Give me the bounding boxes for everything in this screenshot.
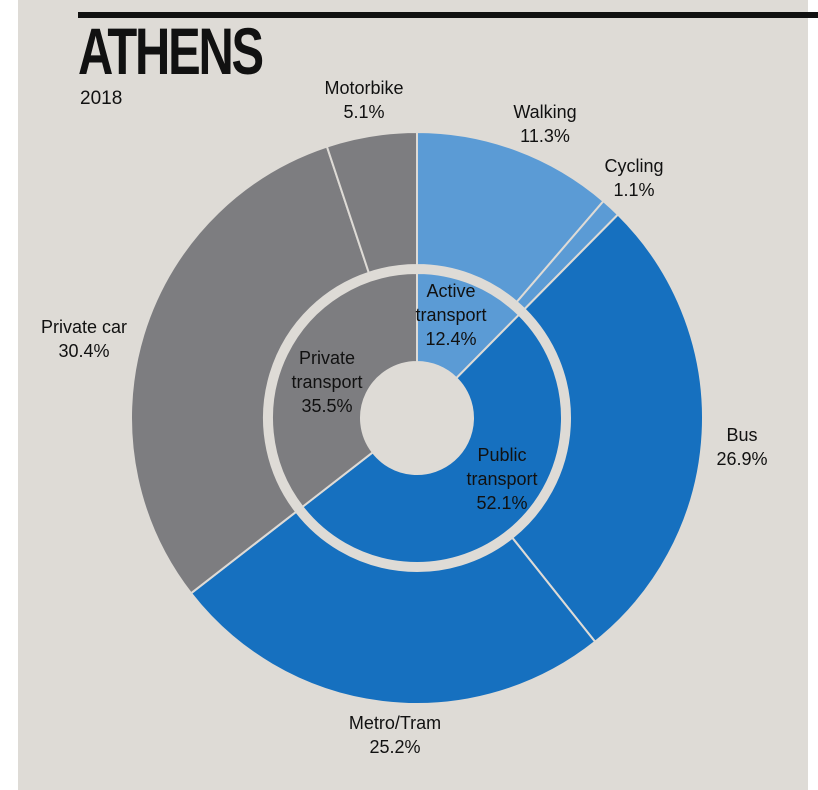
inner-label-public: Public transport 52.1% [466,445,537,513]
outer-label-metro-tram: Metro/Tram 25.2% [349,713,441,757]
outer-label-cycling: Cycling 1.1% [604,156,663,200]
inner-label-private: Private transport 35.5% [291,348,362,416]
outer-slice-private-car [130,145,371,595]
inner-slice-active-transport [416,271,521,380]
inner-slice-private-transport [271,271,418,509]
outer-label-motorbike: Motorbike 5.1% [324,78,403,122]
inner-label-active: Active transport 12.4% [415,281,486,349]
outer-slice-bus [510,213,704,644]
chart-panel: ATHENS 2018 Walking 11.3% Cycling 1.1% Bus 26… [18,0,818,790]
top-rule [78,12,818,18]
chart-title: ATHENS [78,14,264,88]
chart-subtitle: 2018 [80,88,123,109]
outer-slice-metro-tram [189,510,597,705]
inner-slice-public-transport [301,313,563,564]
outer-label-bus: Bus 26.9% [716,425,767,469]
outer-label-private-car: Private car 30.4% [41,317,127,361]
outer-slice-motorbike [325,130,418,275]
donut-chart: Walking 11.3% Cycling 1.1% Bus 26.9% Metro/Tra… [41,78,768,757]
outer-label-walking: Walking 11.3% [513,102,576,146]
